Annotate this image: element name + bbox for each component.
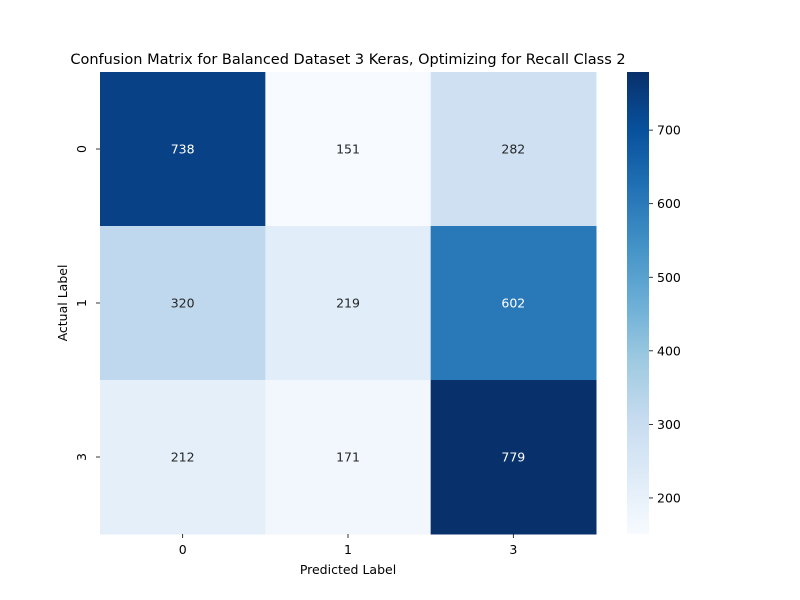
heatmap-cell [430,72,597,227]
colorbar [627,72,649,534]
x-tick-label: 1 [344,542,352,557]
heatmap-cell [100,72,266,227]
cell-value-label: 151 [336,142,360,157]
cell-value-label: 212 [171,450,195,465]
x-tick-label: 0 [179,542,187,557]
colorbar-tick-label: 200 [657,490,681,505]
x-tick-label: 3 [509,542,517,557]
cell-value-label: 738 [171,142,195,157]
colorbar-ticks: 200 300 400 500 600 700 [649,123,681,505]
colorbar-tick-label: 400 [657,343,681,358]
colorbar-tick-label: 300 [657,417,681,432]
heatmap-cell [100,226,266,381]
y-tick-label: 3 [74,453,89,461]
colorbar-tick-label: 600 [657,196,681,211]
cell-value-label: 602 [501,296,525,311]
chart-title: Confusion Matrix for Balanced Dataset 3 … [70,52,625,68]
heatmap-cell [430,380,597,535]
cell-value-label: 320 [171,296,195,311]
heatmap-cell [100,380,266,535]
y-axis: 0 1 3 [74,145,100,461]
y-tick-label: 0 [74,145,89,153]
cell-value-label: 219 [336,296,360,311]
heatmap-cell [265,380,432,535]
cell-value-label: 171 [336,450,360,465]
colorbar-tick-label: 500 [657,270,681,285]
y-axis-label: Actual Label [55,265,70,342]
heatmap-cell [265,72,432,227]
heatmap-cell [265,226,432,381]
heatmap-cells: 738 151 282 320 219 602 212 171 779 [100,72,597,535]
colorbar-tick-label: 700 [657,123,681,138]
heatmap-cell [430,226,597,381]
cell-value-label: 282 [501,142,525,157]
y-tick-label: 1 [74,299,89,307]
x-axis-label: Predicted Label [300,562,396,577]
cell-value-label: 779 [501,450,525,465]
x-axis: 0 1 3 [179,534,517,557]
